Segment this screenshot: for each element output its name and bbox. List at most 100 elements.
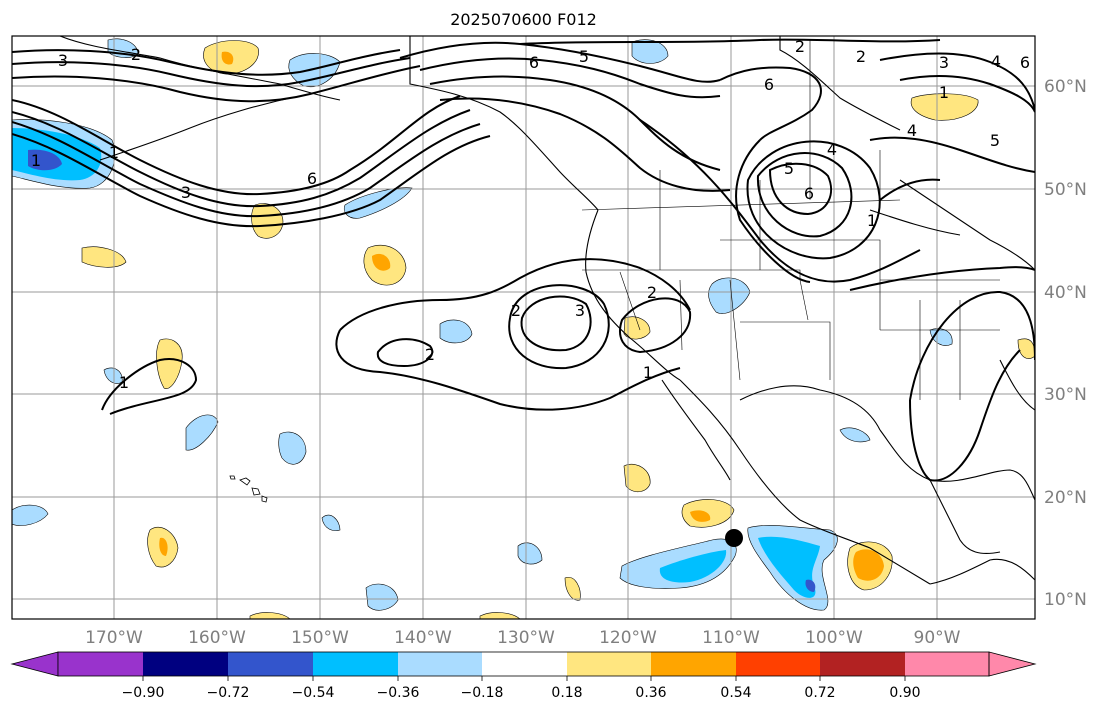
colorbar-tick-label: 0.54: [720, 685, 751, 701]
contour-labels: 3 2 6 5 2 2 6 3 1 4 5 6 1 4 5 6 6 3 1 3 …: [31, 37, 1030, 392]
pos-region: [623, 464, 651, 493]
longitude-label: 140°W: [394, 628, 452, 648]
contour-label: 6: [307, 169, 317, 188]
colorbar-tick-label: −0.18: [461, 685, 504, 701]
colorbar-bin: [651, 652, 736, 676]
latitude-label: 20°N: [1044, 488, 1087, 508]
colorbar-bin: [398, 652, 482, 676]
longitude-label: 100°W: [805, 628, 863, 648]
pos-region: [681, 499, 735, 528]
longitude-axis: 170°W 160°W 150°W 140°W 130°W 120°W 110°…: [85, 628, 961, 648]
pos-region-strong: [853, 549, 884, 581]
neg-region-strong: [659, 550, 727, 583]
islands: [229, 475, 268, 503]
colorbar-tick-label: 0.18: [551, 685, 582, 701]
colorbar-tick-label: −0.90: [122, 685, 165, 701]
contour-label: 3: [181, 183, 191, 202]
pos-region: [249, 612, 291, 619]
pos-region-strong: [372, 253, 391, 271]
colorbar-tick-label: −0.54: [292, 685, 335, 701]
latitude-label: 40°N: [1044, 283, 1087, 303]
contour-label: 5: [784, 159, 794, 178]
neg-region: [631, 39, 669, 64]
pos-region-strong: [221, 51, 234, 65]
neg-region: [439, 319, 473, 344]
pos-region: [81, 246, 127, 268]
longitude-label: 160°W: [188, 628, 246, 648]
pos-region: [910, 93, 979, 121]
latitude-label: 60°N: [1044, 77, 1087, 97]
longitude-label: 120°W: [599, 628, 657, 648]
colorbar-tick-label: 0.72: [804, 685, 835, 701]
figure-title: 2025070600 F012: [450, 10, 597, 29]
colorbar-over-triangle: [988, 651, 1037, 677]
neg-region-core: [28, 149, 62, 171]
contour-label: 2: [511, 301, 521, 320]
colorbar-bin: [820, 652, 905, 676]
contour-label: 2: [647, 283, 657, 302]
neg-region: [185, 414, 219, 451]
contour-label: 5: [990, 131, 1000, 150]
contour-label: 1: [643, 363, 653, 382]
neg-region: [278, 431, 307, 465]
contour-label: 4: [827, 140, 837, 159]
pos-region: [1017, 338, 1035, 359]
anomaly-shading: [12, 38, 1035, 619]
contour-label: 1: [109, 143, 119, 162]
contour-label: 1: [31, 151, 41, 170]
colorbar-bin: [567, 652, 651, 676]
colorbar-bin: [143, 652, 228, 676]
contour-label: 3: [575, 301, 585, 320]
coastlines: [59, 36, 1035, 585]
map-frame: [11, 35, 1036, 620]
neg-region: [343, 187, 413, 219]
colorbar-bin: [482, 652, 567, 676]
colorbar-outline: [57, 651, 990, 677]
longitude-label: 170°W: [85, 628, 143, 648]
contour-label: 6: [764, 75, 774, 94]
colorbar-bin: [736, 652, 820, 676]
contour-label: 1: [119, 373, 129, 392]
pos-region-strong: [690, 510, 711, 522]
contour-label: 2: [131, 45, 141, 64]
contour-label: 2: [425, 345, 435, 364]
contour-label: 1: [867, 211, 877, 230]
colorbar-tick-label: 0.90: [889, 685, 920, 701]
location-marker: [725, 529, 743, 547]
colorbar: −0.90 −0.72 −0.54 −0.36 −0.18 0.18 0.36 …: [10, 651, 1037, 701]
neg-region-strong: [758, 536, 820, 598]
pos-region: [564, 577, 581, 601]
latitude-label: 10°N: [1044, 590, 1087, 610]
contour-label: 3: [939, 53, 949, 72]
contour-label: 5: [579, 47, 589, 66]
latitude-label: 50°N: [1044, 180, 1087, 200]
contour-label: 6: [1020, 53, 1030, 72]
graticule: [12, 36, 1035, 619]
colorbar-tick-label: −0.36: [377, 685, 420, 701]
longitude-label: 150°W: [291, 628, 349, 648]
contour-label: 6: [804, 184, 814, 203]
pos-region: [479, 612, 521, 619]
latitude-axis: 60°N 50°N 40°N 30°N 20°N 10°N: [1044, 77, 1087, 610]
contour-label: 4: [991, 52, 1001, 71]
neg-region-core: [805, 579, 816, 592]
contour-label: 1: [939, 83, 949, 102]
neg-region: [517, 542, 543, 565]
contour-label: 2: [856, 47, 866, 66]
neg-region: [12, 504, 49, 526]
pos-region: [156, 338, 183, 389]
contour-label: 6: [529, 53, 539, 72]
colorbar-bin: [58, 652, 143, 676]
contours: [12, 38, 1035, 482]
contour-label: 3: [58, 51, 68, 70]
contour-label: 4: [907, 121, 917, 140]
contour-label: 2: [795, 37, 805, 56]
colorbar-tick-label: 0.36: [635, 685, 666, 701]
pos-region-strong: [159, 537, 168, 556]
longitude-label: 130°W: [497, 628, 555, 648]
neg-region: [321, 514, 341, 531]
colorbar-bin: [313, 652, 398, 676]
colorbar-under-triangle: [10, 651, 59, 677]
